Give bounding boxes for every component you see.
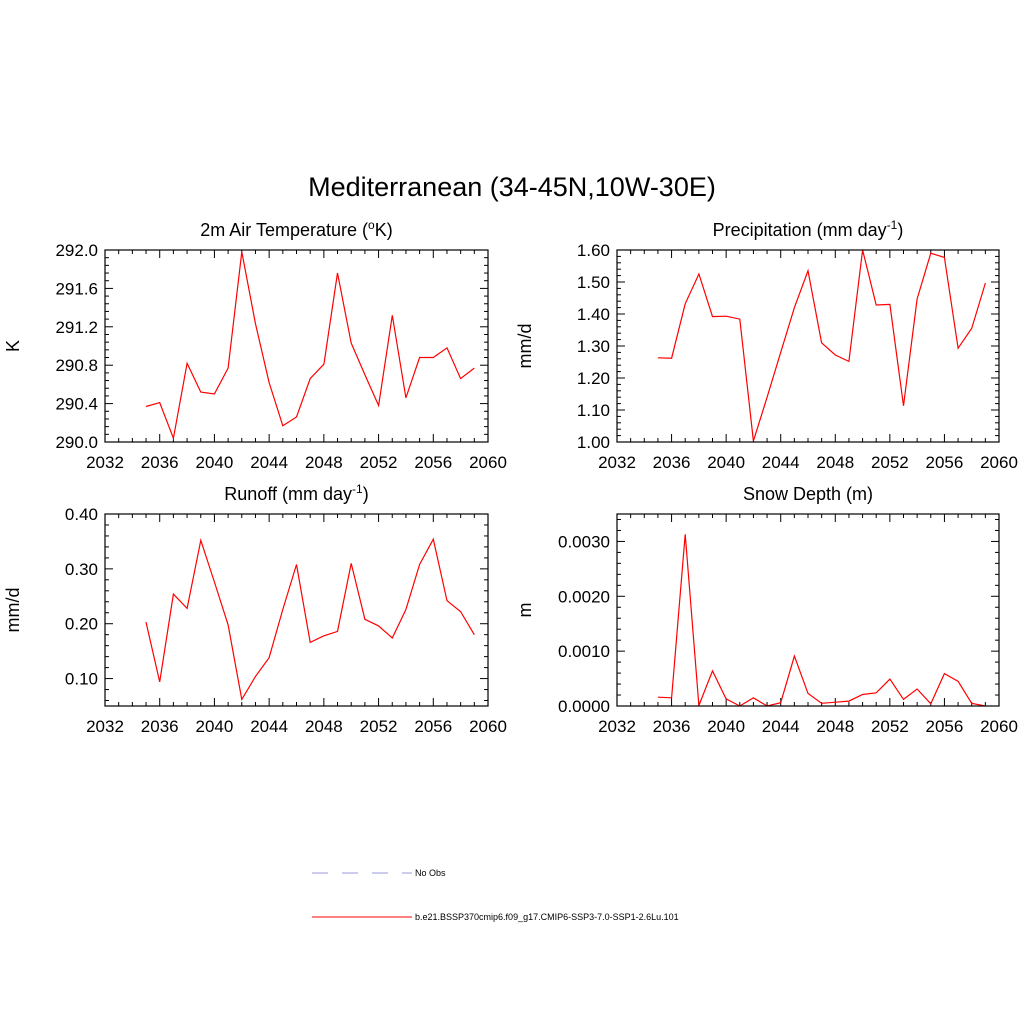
x-tick-label: 2040 [196, 453, 234, 472]
x-tick-label: 2060 [980, 453, 1018, 472]
panel-runoff: Runoff (mm day-1) mm/d 2032 2036 2040 2044 204… [3, 482, 507, 736]
x-tick-label: 2032 [598, 717, 636, 736]
y-tick-label: 0.0020 [558, 587, 610, 606]
series-line-snow-depth [657, 534, 986, 707]
y-axis-label: K [3, 340, 23, 352]
y-tick-label: 291.6 [55, 279, 98, 298]
figure-title: Mediterranean (34-45N,10W-30E) [308, 172, 716, 202]
panel-precipitation: Precipitation (mm day-1) mm/d 2032 2036 2040… [515, 218, 1018, 472]
panel-title-superscript: -1 [352, 482, 363, 496]
y-axis-label: m [515, 603, 535, 618]
series-line-precipitation [657, 249, 986, 442]
series-line-runoff [145, 537, 475, 702]
x-tick-label: 2040 [707, 717, 745, 736]
x-tick-label: 2056 [926, 453, 964, 472]
panel-title-text: Snow Depth (m) [743, 484, 873, 504]
y-tick-label: 0.0010 [558, 642, 610, 661]
x-tick-label: 2052 [360, 717, 398, 736]
x-tick-label: 2040 [707, 453, 745, 472]
y-tick-label: 1.40 [577, 305, 610, 324]
panel-title-suffix: ) [897, 220, 903, 240]
panel-title-text: Precipitation (mm day [713, 220, 887, 240]
legend-label: No Obs [415, 868, 446, 878]
panel-title-superscript: o [368, 218, 375, 232]
x-tick-label: 2060 [980, 717, 1018, 736]
panel-title-text: Runoff (mm day [224, 484, 352, 504]
y-axis-label: mm/d [515, 324, 535, 369]
x-tick-label: 2036 [653, 717, 691, 736]
y-tick-label: 0.0000 [558, 697, 610, 716]
panel-title-suffix: K) [375, 220, 393, 240]
y-tick-label: 292.0 [55, 241, 98, 260]
panel-title: Precipitation (mm day-1) [713, 218, 904, 240]
y-tick-label: 0.40 [65, 505, 98, 524]
y-tick-label: 290.0 [55, 433, 98, 452]
x-tick-label: 2044 [250, 453, 288, 472]
panel-title: Runoff (mm day-1) [224, 482, 368, 504]
x-tick-label: 2032 [86, 717, 124, 736]
x-tick-label: 2044 [762, 453, 800, 472]
y-tick-label: 1.50 [577, 273, 610, 292]
x-tick-label: 2048 [305, 453, 343, 472]
y-tick-label: 290.8 [55, 356, 98, 375]
x-tick-label: 2036 [653, 453, 691, 472]
panel-title-text: 2m Air Temperature ( [200, 220, 368, 240]
x-tick-label: 2052 [871, 453, 909, 472]
x-tick-label: 2036 [141, 453, 179, 472]
y-tick-label: 1.60 [577, 241, 610, 260]
y-tick-label: 0.30 [65, 560, 98, 579]
x-tick-label: 2032 [86, 453, 124, 472]
panel-air-temperature: 2m Air Temperature (oK) K 2032 2036 2040 2044… [3, 218, 507, 472]
y-tick-label: 290.4 [55, 395, 98, 414]
y-tick-label: 1.10 [577, 401, 610, 420]
x-tick-label: 2056 [414, 717, 452, 736]
x-tick-label: 2060 [469, 717, 507, 736]
plot-frame [616, 513, 1000, 707]
x-tick-label: 2060 [469, 453, 507, 472]
panel-title: 2m Air Temperature (oK) [200, 218, 392, 240]
panel-title-suffix: ) [363, 484, 369, 504]
legend: No Obs b.e21.BSSP370cmip6.f09_g17.CMIP6-S… [312, 868, 679, 922]
y-axis-label: mm/d [3, 588, 23, 633]
x-tick-label: 2048 [816, 453, 854, 472]
x-tick-label: 2040 [196, 717, 234, 736]
legend-label: b.e21.BSSP370cmip6.f09_g17.CMIP6-SSP3-7.… [415, 912, 679, 922]
x-tick-label: 2052 [871, 717, 909, 736]
x-tick-label: 2036 [141, 717, 179, 736]
x-tick-label: 2044 [250, 717, 288, 736]
x-tick-label: 2048 [816, 717, 854, 736]
y-tick-label: 0.0030 [558, 532, 610, 551]
y-tick-label: 0.20 [65, 615, 98, 634]
y-tick-label: 0.10 [65, 670, 98, 689]
panel-title: Snow Depth (m) [743, 484, 873, 504]
panels-group: 2m Air Temperature (oK) K 2032 2036 2040 2044… [3, 218, 1018, 736]
x-tick-label: 2056 [414, 453, 452, 472]
x-tick-label: 2044 [762, 717, 800, 736]
plot-frame [616, 249, 1000, 443]
plot-frame [104, 513, 489, 707]
x-tick-label: 2052 [360, 453, 398, 472]
series-line-air-temperature [145, 251, 475, 441]
panel-title-superscript: -1 [887, 218, 898, 232]
panel-snow-depth: Snow Depth (m) m 2032 2036 2040 2044 2048 2052 2… [515, 484, 1018, 736]
plot-frame [104, 249, 489, 443]
x-tick-label: 2032 [598, 453, 636, 472]
y-tick-label: 1.20 [577, 369, 610, 388]
y-tick-label: 1.30 [577, 337, 610, 356]
y-tick-label: 1.00 [577, 433, 610, 452]
y-tick-label: 291.2 [55, 318, 98, 337]
x-tick-label: 2056 [926, 717, 964, 736]
x-tick-label: 2048 [305, 717, 343, 736]
